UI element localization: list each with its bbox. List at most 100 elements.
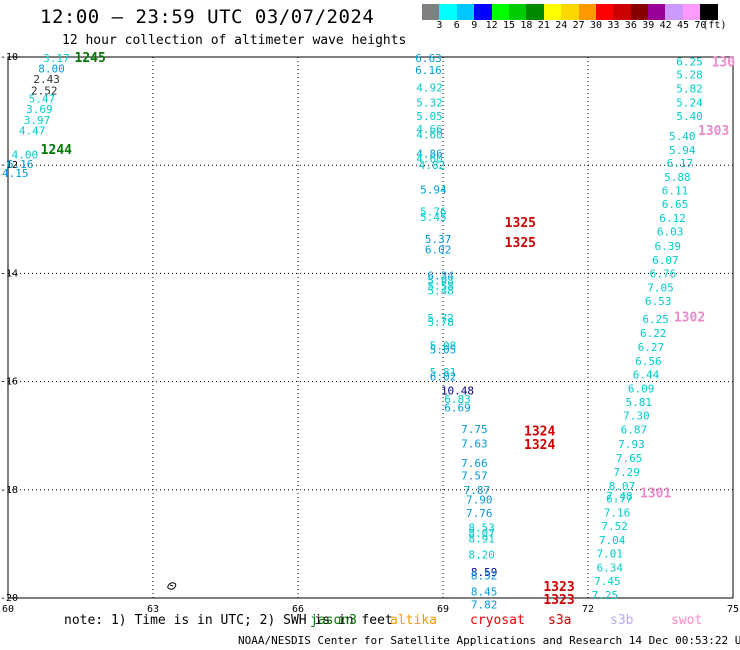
swh-value-label: 5.94 xyxy=(669,144,696,157)
colorbar-tick: 3 xyxy=(436,20,443,31)
swh-value-label: 8.07 xyxy=(609,480,636,493)
swh-value-label: 5.81 xyxy=(430,366,457,379)
swh-value-label: 5.40 xyxy=(676,110,703,123)
colorbar-tick: 70 xyxy=(694,20,707,31)
swh-value-label: 6.34 xyxy=(427,270,454,283)
swh-value-label: 6.83 xyxy=(444,393,471,406)
swh-value-label: 8.59 xyxy=(471,566,498,579)
colorbar-swatch xyxy=(613,4,631,20)
colorbar-swatch xyxy=(700,4,718,20)
swh-value-label: 5.28 xyxy=(676,68,703,81)
orbit-number-label: 1301 xyxy=(640,487,671,502)
swh-value-label: 7.93 xyxy=(618,438,645,451)
swh-value-label: 7.65 xyxy=(616,452,643,465)
legend-item-jason3: jason3 xyxy=(310,613,357,628)
colorbar-swatch xyxy=(648,4,666,20)
colorbar-swatch xyxy=(682,4,701,20)
swh-value-label: 7.52 xyxy=(601,520,628,533)
y-tick-label: -10 xyxy=(0,52,18,63)
colorbar-tick: 42 xyxy=(659,20,672,31)
swh-value-label: 5.81 xyxy=(626,396,653,409)
swh-value-label: 7.87 xyxy=(464,484,491,497)
colorbar-swatch xyxy=(422,4,440,20)
y-tick-label: -12 xyxy=(0,160,18,171)
swh-value-label: 7.76 xyxy=(466,507,493,520)
swh-value-label: 5.78 xyxy=(427,316,454,329)
colorbar-tick: 24 xyxy=(555,20,568,31)
swh-value-label: 5.32 xyxy=(416,96,443,109)
legend-item-s3b: s3b xyxy=(610,613,634,628)
swh-value-label: 5.58 xyxy=(427,280,454,293)
swh-value-label: 5.24 xyxy=(676,96,703,109)
swh-value-label: 6.03 xyxy=(657,226,684,239)
swh-value-label: 7.04 xyxy=(599,534,626,547)
swh-value-label: 6.76 xyxy=(650,267,677,280)
swh-value-label: 6.16 xyxy=(7,158,34,171)
swh-value-label: 8.20 xyxy=(468,549,495,562)
swh-value-label: 6.44 xyxy=(633,369,660,382)
swh-value-label: 2.52 xyxy=(31,85,58,98)
colorbar-swatch xyxy=(456,4,475,20)
swh-value-label: 7.57 xyxy=(461,470,488,483)
legend-item-cryosat: cryosat xyxy=(470,613,525,628)
swh-value-label: 6.53 xyxy=(645,295,672,308)
orbit-number-label: 1324 xyxy=(524,424,555,439)
units-note: note: 1) Time is in UTC; 2) SWH is in fe… xyxy=(64,613,393,628)
swh-value-label: 5.05 xyxy=(430,344,457,357)
swh-value-label: 7.01 xyxy=(597,548,624,561)
swh-value-label: 3.97 xyxy=(24,114,51,127)
swh-value-label: 5.48 xyxy=(427,285,454,298)
y-tick-label: -16 xyxy=(0,377,18,388)
colorbar-tick: 21 xyxy=(537,20,550,31)
map-title: 12:00 — 23:59 UTC 03/07/2024 xyxy=(40,6,375,28)
x-tick-label: 72 xyxy=(582,604,594,615)
swh-value-label: 5.98 xyxy=(427,274,454,287)
swh-value-label: 6.27 xyxy=(638,341,665,354)
swh-value-label: 5.40 xyxy=(669,130,696,143)
colorbar-swatch xyxy=(561,4,579,20)
orbit-number-label: 1302 xyxy=(674,311,705,326)
orbit-number-label: 1245 xyxy=(75,51,106,66)
x-tick-label: 66 xyxy=(292,604,304,615)
colorbar-swatch xyxy=(630,4,649,20)
swh-value-label: 5.94 xyxy=(420,184,447,197)
swh-value-label: 6.34 xyxy=(597,562,624,575)
swh-value-label: 6.77 xyxy=(606,492,633,505)
swh-value-label: 6.56 xyxy=(635,355,662,368)
swh-value-label: 6.07 xyxy=(652,254,679,267)
swh-value-label: 5.45 xyxy=(420,211,447,224)
swh-value-label: 5.47 xyxy=(29,93,56,106)
swh-value-label: 5.08 xyxy=(430,339,457,352)
orbit-number-label: 1303 xyxy=(698,124,729,139)
swh-value-label: 6.63 xyxy=(415,52,442,65)
orbit-number-label: 1324 xyxy=(524,438,555,453)
x-tick-label: 63 xyxy=(147,604,159,615)
swh-value-label: 7.16 xyxy=(604,507,631,520)
swh-value-label: 7.63 xyxy=(461,437,488,450)
swh-value-label: 7.30 xyxy=(623,410,650,423)
colorbar-tick: 27 xyxy=(572,20,585,31)
swh-value-label: 6.22 xyxy=(640,327,667,340)
swh-value-label: 4.86 xyxy=(416,147,443,160)
swh-value-label: 6.69 xyxy=(444,402,471,415)
colorbar-tick: 45 xyxy=(677,20,690,31)
swh-value-label: 6.02 xyxy=(425,244,452,257)
colorbar-tick: 36 xyxy=(624,20,637,31)
swh-value-label: 7.45 xyxy=(594,575,621,588)
orbit-number-label: 1323 xyxy=(543,593,574,608)
legend-item-swot: swot xyxy=(671,613,703,628)
swh-value-label: 6.65 xyxy=(662,198,689,211)
swh-value-label: 5.72 xyxy=(427,312,454,325)
swh-value-label: 6.17 xyxy=(667,157,694,170)
y-tick-label: -20 xyxy=(0,593,18,604)
swh-value-label: 6.39 xyxy=(655,240,682,253)
swh-value-label: 4.60 xyxy=(416,128,443,141)
colorbar-tick: 30 xyxy=(590,20,603,31)
swh-value-label: 5.76 xyxy=(420,206,447,219)
swh-value-label: 7.48 xyxy=(606,490,633,503)
swh-value-label: 8.00 xyxy=(38,62,65,75)
y-tick-label: -18 xyxy=(0,485,18,496)
swh-value-label: 5.05 xyxy=(416,110,443,123)
